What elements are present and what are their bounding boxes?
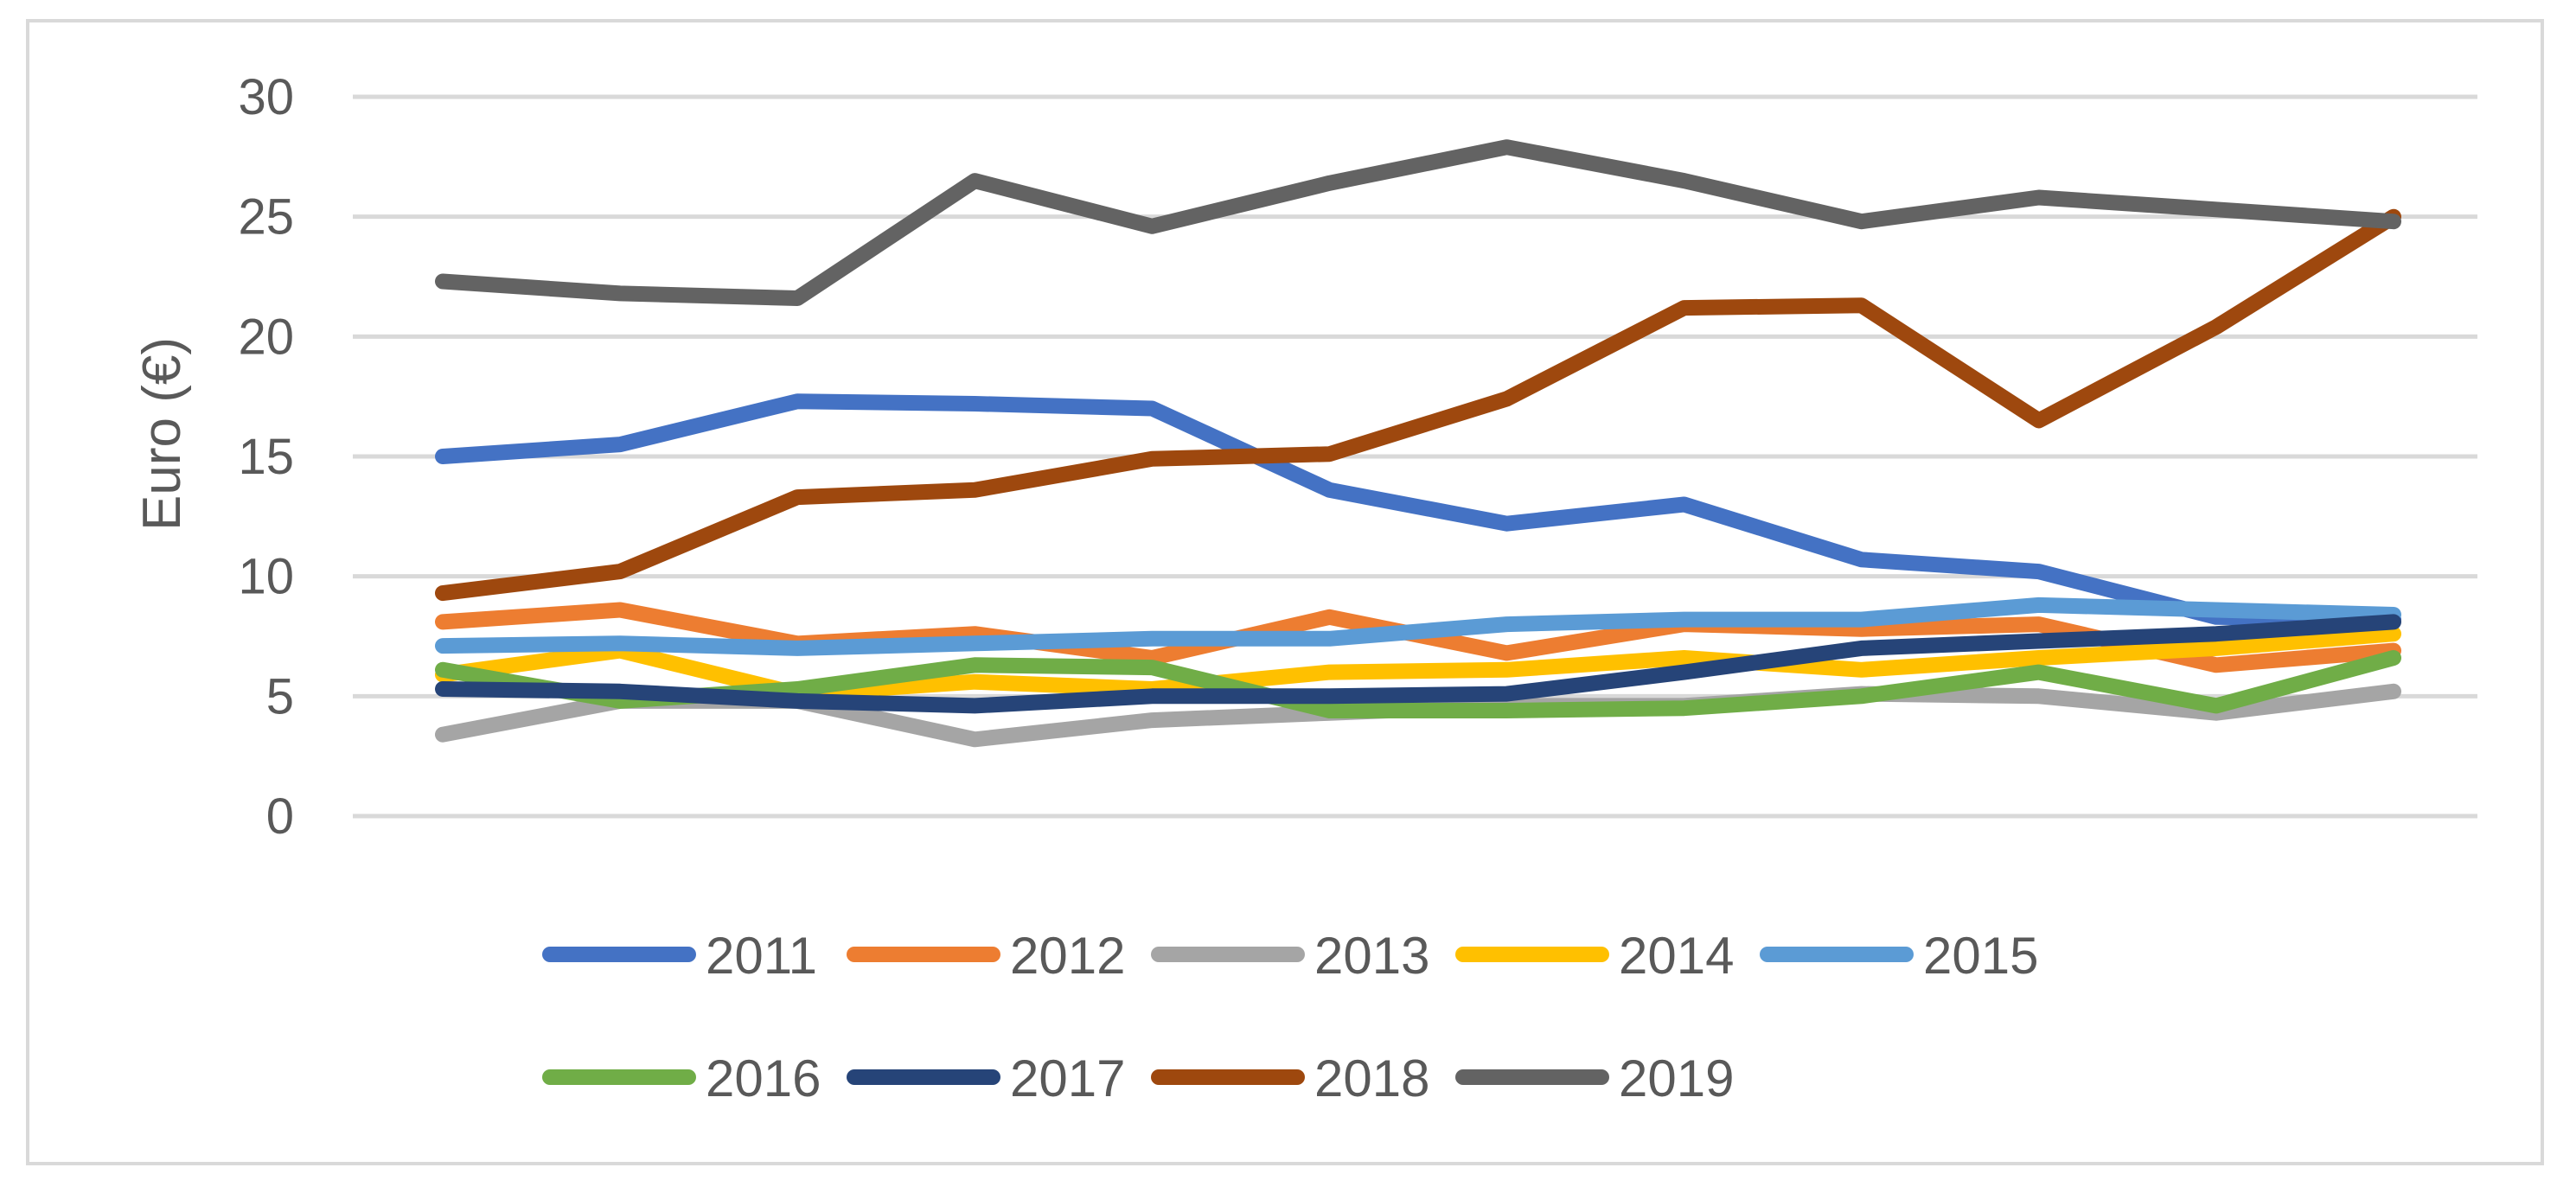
legend-label-2012: 2012 — [1010, 927, 1125, 985]
y-axis-ticks: 0 5 10 15 20 25 30 — [238, 69, 294, 845]
y-tick-label-0: 0 — [266, 788, 294, 845]
y-axis-label: Euro (€) — [132, 337, 192, 531]
legend: 2011 2012 2013 2014 2015 2016 2017 2018 2019 — [542, 927, 2038, 1107]
legend-label-2017: 2017 — [1010, 1049, 1125, 1107]
legend-label-2014: 2014 — [1619, 927, 1734, 985]
series-lines — [435, 139, 2401, 748]
series-line-2017 — [435, 614, 2401, 714]
y-tick-label-30: 30 — [238, 69, 294, 125]
series-line-2016 — [435, 650, 2401, 718]
legend-label-2019: 2019 — [1619, 1049, 1734, 1107]
y-tick-label-5: 5 — [266, 668, 294, 724]
series-line-2019 — [435, 139, 2401, 306]
legend-label-2018: 2018 — [1314, 1049, 1429, 1107]
y-tick-label-15: 15 — [238, 429, 294, 485]
y-tick-label-20: 20 — [238, 309, 294, 365]
y-tick-label-10: 10 — [238, 549, 294, 605]
y-tick-label-25: 25 — [238, 189, 294, 246]
legend-label-2011: 2011 — [706, 927, 817, 985]
legend-label-2015: 2015 — [1923, 927, 2038, 985]
series-line-2018 — [435, 208, 2401, 602]
legend-label-2016: 2016 — [706, 1049, 821, 1107]
series-line-2015 — [435, 596, 2401, 656]
series-line-2011 — [435, 393, 2401, 628]
legend-label-2013: 2013 — [1314, 927, 1429, 985]
